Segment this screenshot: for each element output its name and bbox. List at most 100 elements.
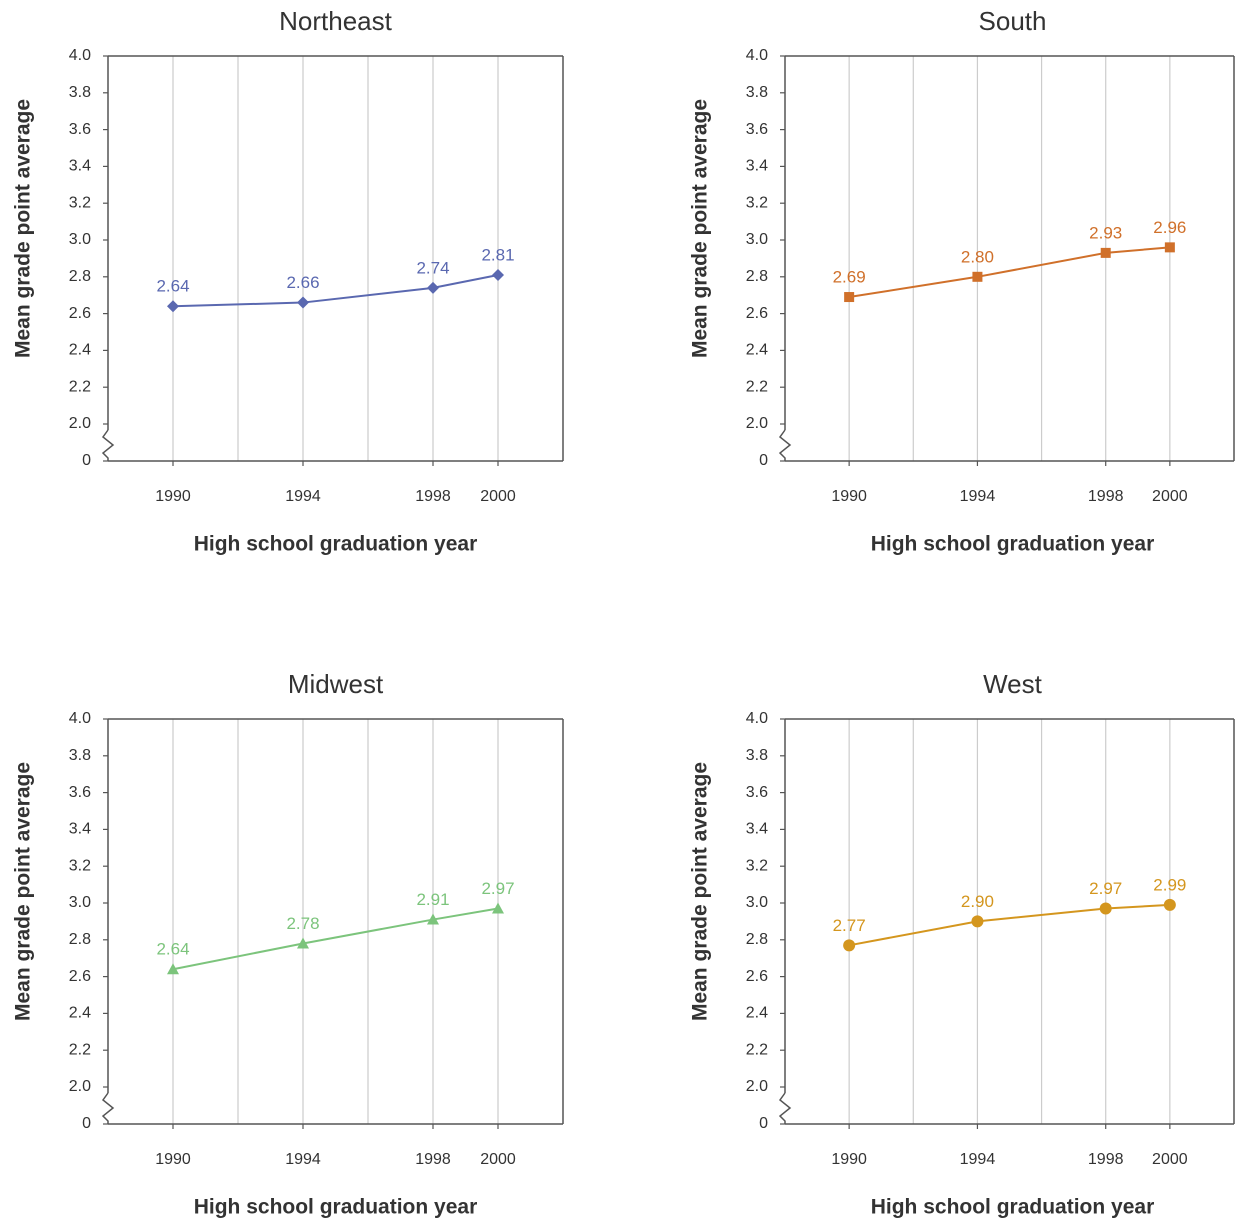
x-axis-title: High school graduation year (871, 533, 1155, 556)
data-label: 2.81 (481, 245, 514, 264)
data-label: 2.93 (1089, 223, 1122, 242)
x-tick-label: 1998 (415, 488, 451, 505)
data-label: 2.90 (961, 892, 994, 911)
y-tick-label: 3.6 (746, 784, 768, 801)
y-tick-label: 3.0 (746, 894, 768, 911)
y-tick-label: 2.2 (746, 1041, 768, 1058)
x-axis-title: High school graduation year (194, 1196, 478, 1219)
chart-title: South (979, 6, 1047, 36)
marker (1099, 902, 1112, 915)
axis-break (101, 1092, 115, 1124)
axis-break (101, 429, 115, 461)
data-label: 2.97 (481, 879, 514, 898)
y-tick-label: 3.2 (69, 857, 91, 874)
y-tick-label: 2.0 (746, 1078, 768, 1095)
marker (427, 281, 439, 294)
x-tick-label: 2000 (1152, 488, 1188, 505)
axis-break (778, 429, 792, 461)
marker (167, 963, 179, 975)
y-tick-label: 2.2 (746, 378, 768, 395)
y-tick-label: 3.0 (746, 231, 768, 248)
marker (972, 271, 983, 282)
y-tick-label: 2.6 (746, 968, 768, 985)
x-tick-label: 1998 (1088, 488, 1124, 505)
data-label: 2.66 (286, 273, 319, 292)
y-tick-label: 2.6 (69, 305, 91, 322)
x-tick-label: 1990 (155, 488, 191, 505)
series-line (848, 903, 1170, 947)
x-tick-label: 1994 (285, 1151, 321, 1168)
data-label: 2.99 (1153, 875, 1186, 894)
y-tick-label: 2.8 (746, 931, 768, 948)
data-label: 2.74 (416, 258, 449, 277)
y-tick-label: 2.4 (69, 342, 91, 359)
marker (427, 913, 439, 925)
x-tick-label: 2000 (1152, 1151, 1188, 1168)
x-tick-label: 1990 (831, 1151, 867, 1168)
data-label: 2.77 (833, 916, 866, 935)
marker (297, 937, 309, 949)
y-tick-label: 4.0 (746, 710, 768, 727)
y-tick-label: 3.2 (746, 194, 768, 211)
y-tick-label: 0 (759, 452, 768, 469)
chart-title: Northeast (279, 6, 392, 36)
marker (844, 292, 855, 303)
y-tick-label: 4.0 (746, 47, 768, 64)
x-axis-title: High school graduation year (871, 1196, 1155, 1219)
y-tick-label: 3.4 (746, 158, 768, 175)
x-tick-label: 2000 (480, 1151, 516, 1168)
data-label: 2.91 (416, 890, 449, 909)
data-label: 2.78 (286, 914, 319, 933)
axis-break (778, 1092, 792, 1124)
x-tick-label: 1994 (960, 488, 996, 505)
y-tick-label: 3.6 (69, 121, 91, 138)
y-tick-label: 0 (82, 452, 91, 469)
data-label: 2.97 (1089, 879, 1122, 898)
y-tick-label: 3.8 (69, 747, 91, 764)
y-tick-label: 2.4 (746, 1005, 768, 1022)
y-tick-label: 3.8 (746, 84, 768, 101)
y-tick-label: 3.2 (746, 857, 768, 874)
series-line (172, 907, 499, 971)
y-tick-label: 2.2 (69, 378, 91, 395)
marker (297, 296, 309, 309)
y-tick-label: 0 (82, 1115, 91, 1132)
y-tick-label: 3.8 (746, 747, 768, 764)
y-axis-title: Mean grade point average (12, 762, 35, 1021)
data-label: 2.80 (961, 247, 994, 266)
y-tick-label: 2.0 (69, 1078, 91, 1095)
marker (492, 268, 504, 281)
marker (1163, 898, 1176, 911)
y-tick-label: 2.0 (746, 415, 768, 432)
y-axis-title: Mean grade point average (689, 762, 712, 1021)
chart-title: West (983, 669, 1043, 699)
y-tick-label: 3.2 (69, 194, 91, 211)
series-line (172, 273, 499, 308)
y-tick-label: 3.0 (69, 894, 91, 911)
y-tick-label: 4.0 (69, 710, 91, 727)
y-tick-label: 3.6 (746, 121, 768, 138)
y-tick-label: 3.4 (69, 158, 91, 175)
x-axis-title: High school graduation year (194, 533, 478, 556)
x-tick-label: 2000 (480, 488, 516, 505)
marker (843, 939, 856, 952)
marker (971, 915, 984, 928)
y-tick-label: 0 (759, 1115, 768, 1132)
y-tick-label: 2.4 (69, 1005, 91, 1022)
y-tick-label: 3.8 (69, 84, 91, 101)
y-axis-title: Mean grade point average (12, 99, 35, 358)
marker (1100, 247, 1111, 258)
y-tick-label: 3.6 (69, 784, 91, 801)
x-tick-label: 1998 (1088, 1151, 1124, 1168)
marker (492, 902, 504, 914)
y-axis-title: Mean grade point average (689, 99, 712, 358)
x-tick-label: 1990 (155, 1151, 191, 1168)
series-line (848, 246, 1170, 299)
marker (167, 300, 179, 313)
x-tick-label: 1990 (831, 488, 867, 505)
y-tick-label: 2.2 (69, 1041, 91, 1058)
y-tick-label: 3.4 (746, 821, 768, 838)
y-tick-label: 3.4 (69, 821, 91, 838)
y-tick-label: 2.6 (69, 968, 91, 985)
